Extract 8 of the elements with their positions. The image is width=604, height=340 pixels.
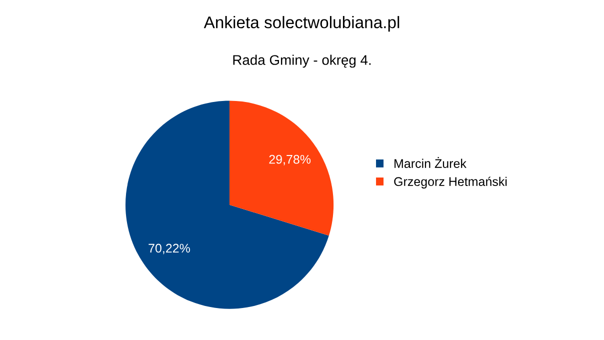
pie-slice <box>125 100 329 309</box>
legend-label: Marcin Żurek <box>394 157 466 168</box>
legend-label: Grzegorz Hetmański <box>394 176 507 188</box>
chart-title: Ankieta solectwolubiana.pl <box>204 16 400 32</box>
data-label: 29,78% <box>269 154 311 166</box>
chart-subtitle: Rada Gminy - okręg 4. <box>233 54 371 68</box>
data-label: 70,22% <box>148 244 190 254</box>
pie-slice <box>230 100 334 236</box>
